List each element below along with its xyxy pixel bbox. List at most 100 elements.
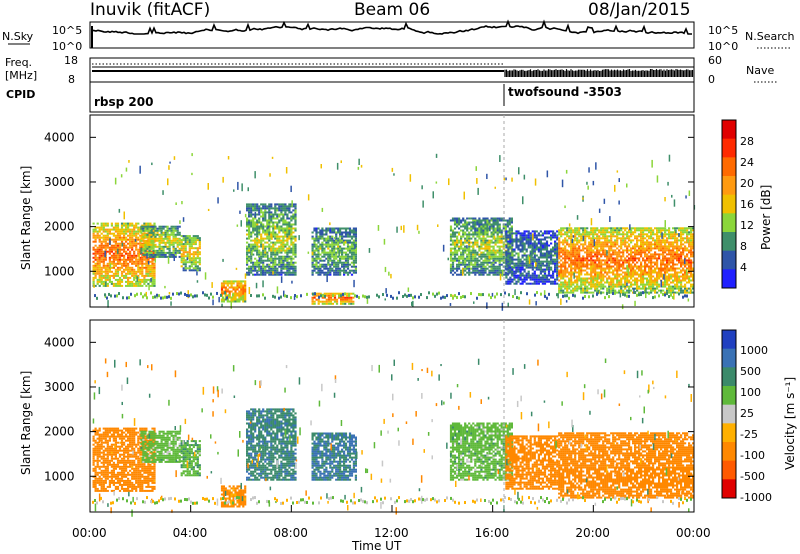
heatmap-cell [252,217,255,220]
heatmap-cell [507,248,510,251]
heatmap-cell [584,263,587,266]
heatmap-cell [133,272,136,275]
heatmap-cell [98,234,101,237]
heatmap-cell [640,247,643,250]
heatmap-cell [592,229,595,232]
heatmap-cell [517,252,520,255]
heatmap-cell [290,243,293,246]
heatmap-cell [509,232,512,235]
heatmap-cell [317,235,320,238]
heatmap-cell [537,256,540,259]
heatmap-cell [100,248,103,251]
heatmap-cell [606,227,609,230]
heatmap-cell [602,287,605,290]
heatmap-cell [280,255,283,258]
heatmap-cell [537,240,540,243]
heatmap-cell [352,302,355,305]
heatmap-cell [350,292,353,295]
heatmap-cell [100,268,103,271]
heatmap-cell [594,279,597,282]
heatmap-cell [114,258,117,261]
heatmap-cell [486,239,489,242]
heatmap-cell [449,247,453,250]
heatmap-cell [539,280,542,283]
heatmap-cell [248,265,251,268]
heatmap-cell [131,228,134,231]
heatmap-cell [172,241,175,244]
heatmap-cell [274,243,277,246]
heatmap-cell [590,227,593,230]
heatmap-cell [282,207,285,210]
heatmap-cell [317,265,320,268]
heatmap-cell [98,270,101,273]
heatmap-cell [144,225,147,228]
heatmap-cell [606,237,609,240]
heatmap-cell [525,254,528,257]
heatmap-cell [188,247,191,250]
heatmap-cell [317,271,320,274]
heatmap-cell [484,221,487,224]
heatmap-cell [556,238,559,241]
heatmap-cell [317,267,320,270]
heatmap-cell [480,237,483,240]
heatmap-cell [494,227,497,230]
heatmap-cell [284,221,287,224]
heatmap-cell [580,277,583,280]
heatmap-cell [272,245,275,248]
heatmap-cell [292,257,295,260]
heatmap-cell [490,267,493,270]
heatmap-cell [228,296,231,299]
heatmap-cell [141,234,144,237]
heatmap-cell [578,249,581,252]
heatmap-cell [600,269,603,272]
heatmap-cell [634,255,637,258]
heatmap-cell [116,258,120,261]
heatmap-cell [186,253,189,256]
heatmap-cell [350,231,354,234]
heatmap-cell [335,300,339,303]
heatmap-cell [508,263,511,266]
heatmap-cell [236,284,239,287]
heatmap-cell [554,278,557,281]
heatmap-cell [636,289,639,292]
heatmap-cell [586,251,589,254]
heatmap-cell [570,283,573,286]
heatmap-cell [288,207,291,210]
heatmap-cell [92,280,95,283]
heatmap-cell [640,271,643,274]
heatmap-cell [612,251,615,254]
heatmap-cell [490,269,493,272]
heatmap-cell [156,253,159,256]
heatmap-cell [636,265,639,268]
heatmap-cell [118,238,122,241]
heatmap-cell [466,267,469,270]
heatmap-cell [266,223,269,226]
heatmap-cell [108,236,111,239]
heatmap-cell [92,234,95,237]
heatmap-cell [246,257,249,260]
heatmap-cell [144,243,147,246]
heatmap-cell [346,263,350,266]
cpid-program-2: twofsound -3503 [508,85,622,99]
cpid-label: CPID [6,88,35,101]
heatmap-cell [572,253,575,256]
heatmap-cell [470,249,473,252]
heatmap-cell [586,277,589,280]
heatmap-cell [230,282,233,285]
heatmap-cell [576,249,579,252]
heatmap-cell [462,255,465,258]
heatmap-cell [272,243,275,246]
heatmap-cell [264,265,267,268]
heatmap-cell [460,247,463,250]
heatmap-cell [560,281,563,284]
heatmap-cell [482,229,485,232]
heatmap-cell [466,241,469,244]
heatmap-cell [604,249,607,252]
heatmap-cell [127,242,130,245]
heatmap-cell [562,265,565,268]
heatmap-cell [150,227,153,230]
heatmap-cell [626,237,629,240]
heatmap-cell [198,239,201,242]
heatmap-cell [494,271,497,274]
heatmap-cell [460,257,463,260]
